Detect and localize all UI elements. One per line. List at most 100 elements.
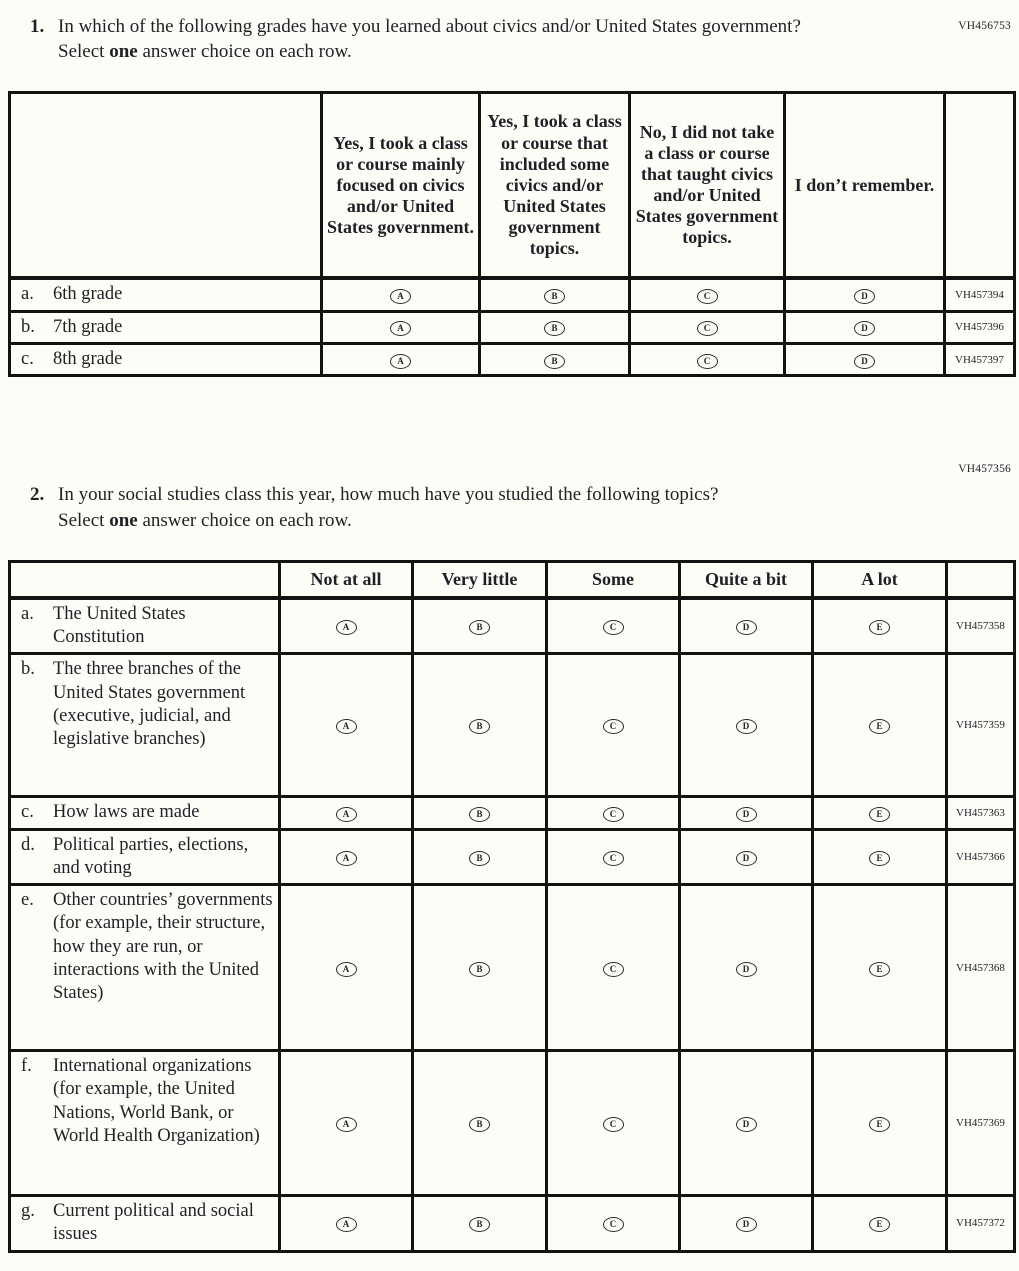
topics-header-quite-a-bit: Quite a bit [678, 560, 814, 600]
answer-bubble-e[interactable]: E [869, 1217, 890, 1233]
row-label-7th-grade: b. 7th grade [8, 309, 323, 346]
answer-bubble-e[interactable]: E [869, 719, 890, 735]
answer-bubble-a[interactable]: A [335, 719, 357, 735]
row-label-constitution: a. The United States Constitution [8, 596, 281, 656]
row-text: Other countries’ governments (for exampl… [53, 890, 273, 1004]
answer-bubble-d[interactable]: D [735, 719, 757, 735]
answer-bubble-d[interactable]: D [854, 289, 875, 305]
answer-bubble-a[interactable]: A [335, 850, 357, 866]
row-letter: e. [21, 890, 34, 911]
answer-bubble-e[interactable]: E [869, 620, 890, 635]
question-1: 1. In which of the following grades have… [30, 14, 1019, 65]
cell-branches-c: C [545, 652, 681, 799]
table-row-political-parties: d. Political parties, elections, and voti… [8, 827, 1016, 887]
answer-bubble-d[interactable]: D [735, 961, 757, 977]
answer-bubble-e[interactable]: E [869, 961, 890, 977]
table-row-8th-grade: c. 8th grade A B C D VH457397 [8, 341, 1016, 378]
question-2-number: 2. [30, 484, 45, 506]
answer-bubble-b[interactable]: B [544, 353, 565, 369]
row-code: VH457369 [945, 1049, 1016, 1198]
answer-bubble-c[interactable]: C [602, 620, 624, 635]
answer-bubble-a[interactable]: A [335, 806, 357, 822]
row-letter: a. [21, 603, 34, 624]
question-2-text-after: answer choice on each row. [137, 509, 352, 531]
answer-bubble-a[interactable]: A [335, 961, 357, 977]
row-code: VH457358 [945, 596, 1016, 656]
cell-constitution-e: E [811, 596, 948, 656]
answer-bubble-a[interactable]: A [335, 1117, 357, 1133]
cell-7th-a: A [320, 309, 481, 346]
answer-bubble-d[interactable]: D [854, 353, 875, 369]
answer-bubble-d[interactable]: D [735, 850, 757, 866]
answer-bubble-e[interactable]: E [869, 850, 890, 866]
answer-bubble-d[interactable]: D [735, 806, 757, 822]
answer-bubble-a[interactable]: A [390, 321, 411, 337]
cell-branches-b: B [411, 652, 548, 799]
row-code: VH457363 [945, 795, 1016, 831]
row-code: VH457366 [945, 827, 1016, 887]
row-label-current-issues: g. Current political and social issues [8, 1194, 281, 1253]
answer-bubble-c[interactable]: C [602, 806, 624, 822]
row-letter: c. [21, 349, 34, 369]
row-label-international-orgs: f. International organizations (for examp… [8, 1049, 281, 1198]
cell-7th-c: C [628, 309, 786, 346]
row-text: Political parties, elections, and voting [53, 834, 249, 878]
answer-bubble-c[interactable]: C [602, 719, 624, 735]
cell-issues-a: A [278, 1194, 414, 1253]
row-letter: d. [21, 834, 35, 855]
cell-8th-a: A [320, 341, 481, 378]
grades-table-header-row: Yes, I took a class or course mainly foc… [8, 90, 1016, 281]
row-label-political-parties: d. Political parties, elections, and voti… [8, 827, 281, 887]
answer-bubble-a[interactable]: A [390, 353, 411, 369]
answer-bubble-c[interactable]: C [696, 321, 718, 337]
answer-bubble-a[interactable]: A [335, 1217, 357, 1233]
question-1-text: In which of the following grades have yo… [58, 14, 838, 65]
row-code: VH457396 [943, 309, 1016, 346]
answer-bubble-c[interactable]: C [602, 850, 624, 866]
cell-constitution-d: D [678, 596, 814, 656]
answer-bubble-a[interactable]: A [390, 289, 411, 305]
cell-6th-d: D [783, 276, 946, 313]
answer-bubble-a[interactable]: A [335, 620, 357, 635]
answer-bubble-b[interactable]: B [469, 719, 490, 735]
cell-orgs-c: C [545, 1049, 681, 1198]
cell-issues-d: D [678, 1194, 814, 1253]
answer-bubble-d[interactable]: D [735, 620, 757, 635]
question-2-bold-word: one [109, 509, 138, 531]
grades-table: Yes, I took a class or course mainly foc… [8, 90, 1016, 378]
row-letter: c. [21, 802, 34, 823]
table-row-other-countries: e. Other countries’ governments (for exam… [8, 883, 1016, 1053]
answer-bubble-c[interactable]: C [602, 1117, 624, 1133]
answer-bubble-c[interactable]: C [696, 289, 718, 305]
cell-branches-d: D [678, 652, 814, 799]
answer-bubble-c[interactable]: C [602, 961, 624, 977]
answer-bubble-b[interactable]: B [469, 1117, 490, 1133]
answer-bubble-b[interactable]: B [469, 961, 490, 977]
page-accession-code: VH456753 [958, 20, 1011, 32]
answer-bubble-b[interactable]: B [544, 321, 565, 337]
answer-bubble-b[interactable]: B [469, 806, 490, 822]
answer-bubble-c[interactable]: C [602, 1217, 624, 1233]
answer-bubble-b[interactable]: B [469, 620, 490, 635]
answer-bubble-d[interactable]: D [735, 1217, 757, 1233]
answer-bubble-e[interactable]: E [869, 1117, 890, 1133]
answer-bubble-d[interactable]: D [854, 321, 875, 337]
answer-bubble-d[interactable]: D [735, 1117, 757, 1133]
answer-bubble-e[interactable]: E [869, 806, 890, 822]
topics-header-not-at-all: Not at all [278, 560, 414, 600]
answer-bubble-b[interactable]: B [544, 289, 565, 305]
cell-constitution-c: C [545, 596, 681, 656]
answer-bubble-b[interactable]: B [469, 1217, 490, 1233]
table-row-constitution: a. The United States Constitution A B C D… [8, 596, 1016, 656]
answer-bubble-b[interactable]: B [469, 850, 490, 866]
topics-table: Not at all Very little Some Quite a bit … [8, 560, 1016, 1253]
grades-header-no-class: No, I did not take a class or course tha… [628, 90, 786, 281]
row-text: Current political and social issues [53, 1201, 254, 1245]
cell-laws-a: A [278, 795, 414, 831]
cell-orgs-d: D [678, 1049, 814, 1198]
question-2-text-before: In your social studies class this year, … [58, 484, 719, 531]
cell-parties-c: C [545, 827, 681, 887]
row-text: 7th grade [53, 316, 123, 337]
answer-bubble-c[interactable]: C [696, 353, 718, 369]
row-code: VH457397 [943, 341, 1016, 378]
